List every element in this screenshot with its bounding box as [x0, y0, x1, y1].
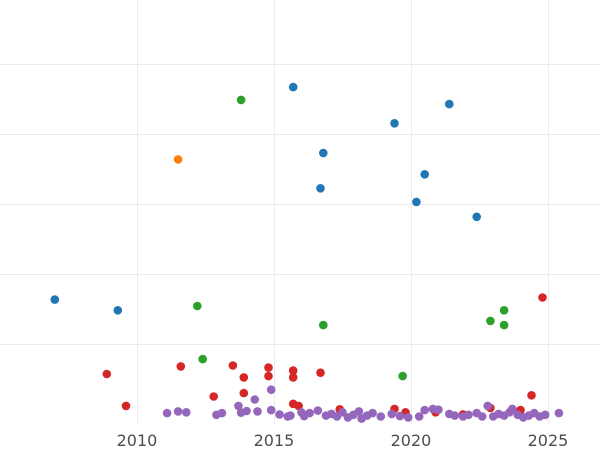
data-point [288, 82, 298, 92]
data-point [242, 406, 251, 416]
series-3 [102, 293, 547, 419]
data-point [288, 366, 298, 375]
data-point [420, 405, 430, 415]
data-point [264, 363, 273, 372]
data-point [239, 388, 249, 398]
data-point [239, 373, 249, 382]
data-point [338, 408, 347, 417]
series-2 [193, 95, 509, 381]
data-point [395, 411, 405, 421]
data-point [173, 155, 183, 164]
data-point [162, 408, 172, 418]
data-point [250, 395, 260, 404]
data-point [113, 306, 123, 315]
data-point [228, 361, 238, 370]
data-point [508, 404, 517, 414]
data-point [236, 95, 246, 105]
series-4 [162, 385, 564, 423]
data-point [198, 354, 207, 364]
data-point [193, 301, 202, 311]
data-point [354, 407, 364, 416]
data-point [554, 408, 564, 418]
data-point [434, 405, 443, 415]
data-point [387, 409, 397, 419]
data-point [234, 401, 243, 411]
x-tick-label: 2020 [391, 431, 432, 450]
data-point [398, 371, 408, 381]
data-point [173, 407, 183, 416]
data-point [390, 119, 399, 128]
data-point [275, 410, 284, 419]
data-point [538, 293, 547, 302]
data-point [472, 212, 482, 222]
x-tick-label: 2015 [254, 431, 295, 450]
data-point [264, 371, 273, 381]
data-point [414, 412, 424, 421]
data-point [253, 407, 262, 416]
x-tick-label: 2025 [528, 431, 569, 450]
data-point [420, 170, 430, 179]
data-point [319, 320, 328, 330]
data-point [376, 412, 386, 421]
data-point [464, 410, 473, 420]
data-point [266, 385, 276, 395]
data-point [316, 184, 325, 193]
data-point [368, 408, 377, 418]
data-point [50, 295, 60, 304]
data-point [483, 401, 493, 411]
data-point [313, 406, 323, 415]
data-point [217, 408, 227, 418]
data-point [121, 401, 131, 411]
series-0 [50, 82, 482, 315]
data-point [450, 411, 460, 420]
data-point [286, 411, 295, 420]
data-point [540, 410, 550, 420]
data-point [316, 368, 325, 378]
x-tick-label: 2010 [117, 431, 158, 450]
data-point [412, 197, 421, 207]
data-point [305, 408, 314, 418]
data-point [527, 391, 536, 400]
data-point [319, 148, 328, 158]
data-points [50, 82, 564, 423]
data-point [182, 408, 191, 417]
data-point [176, 362, 186, 371]
data-point [499, 320, 509, 330]
data-point [288, 373, 298, 382]
x-axis-tick-labels: 2010 2015 2020 2025 [117, 431, 569, 450]
data-point [477, 412, 487, 421]
data-point [209, 392, 218, 401]
data-point [266, 405, 276, 415]
data-point [486, 316, 495, 326]
series-1 [173, 155, 183, 164]
grid-lines [0, 0, 600, 425]
data-point [403, 413, 413, 422]
data-point [102, 369, 112, 379]
data-point [445, 99, 454, 109]
data-point [499, 306, 509, 315]
